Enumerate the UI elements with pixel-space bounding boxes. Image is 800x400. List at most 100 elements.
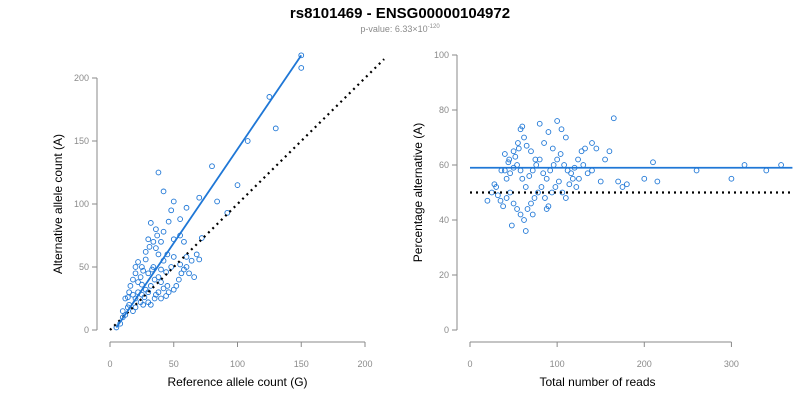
left-data-point [188, 257, 195, 264]
right-data-point [531, 195, 538, 201]
right-data-point [521, 217, 527, 223]
right-data-point [519, 175, 526, 182]
left-data-point [196, 256, 203, 263]
right-data-point [488, 189, 495, 196]
right-data-point [566, 181, 573, 188]
right-data-point [515, 145, 522, 152]
right-data-point [558, 126, 565, 133]
left-data-point [147, 220, 154, 226]
right-data-point [506, 156, 513, 163]
right-data-point [584, 170, 591, 177]
pvalue-text: p-value: 6.33×10 [360, 24, 428, 34]
right-data-point [497, 197, 504, 204]
right-data-point [529, 211, 536, 218]
left-data-point [154, 232, 161, 239]
left-reference-line [109, 58, 385, 331]
left-y-tick-label: 50 [79, 262, 89, 272]
right-data-point [510, 200, 517, 207]
left-data-point [209, 163, 215, 170]
left-data-point [170, 198, 177, 205]
right-data-point [538, 184, 545, 190]
left-data-point [140, 267, 147, 274]
left-data-point [147, 301, 154, 308]
left-data-point [177, 261, 183, 268]
left-data-point [168, 264, 175, 270]
right-data-point [580, 162, 587, 168]
left-data-point [135, 259, 141, 265]
left-data-point [124, 294, 131, 301]
right-data-point [693, 167, 700, 174]
right-y-tick-label: 0 [444, 325, 449, 335]
left-data-point [155, 169, 162, 176]
left-data-point [132, 270, 139, 277]
left-data-point [160, 285, 167, 292]
right-data-point [545, 129, 552, 135]
right-data-point [547, 167, 554, 174]
left-data-point [163, 293, 169, 299]
right-data-point [536, 156, 543, 163]
left-data-point [155, 274, 162, 280]
right-data-point [557, 151, 564, 157]
left-data-point [140, 301, 147, 308]
right-y-tick-label: 100 [434, 50, 449, 60]
left-data-point [146, 243, 153, 250]
right-data-point [529, 167, 536, 174]
left-data-point [155, 289, 162, 296]
right-data-point [517, 211, 524, 218]
right-data-point [514, 162, 520, 168]
left-y-tick-label: 0 [84, 325, 89, 335]
right-data-point [556, 178, 562, 185]
left-data-point [165, 218, 172, 225]
right-data-point [589, 167, 595, 174]
right-data-point [615, 178, 621, 185]
left-data-point [142, 256, 149, 263]
right-data-point [536, 120, 543, 127]
left-data-point [158, 295, 164, 302]
left-data-point [160, 188, 167, 195]
right-data-point [728, 175, 735, 182]
left-data-point [158, 279, 164, 285]
right-data-point [778, 162, 784, 168]
right-data-point [505, 159, 512, 166]
chart-title: rs8101469 - ENSG00000104972 [289, 5, 511, 22]
right-data-point [541, 140, 547, 146]
right-data-point [510, 148, 517, 155]
right-data-point [503, 175, 510, 182]
left-data-point [234, 182, 241, 188]
right-data-point [619, 184, 626, 190]
right-data-point [641, 175, 648, 182]
right-data-point [507, 189, 513, 196]
right-data-point [533, 162, 540, 168]
left-data-point [155, 251, 162, 258]
left-y-axis-title: Alternative allele count (A) [51, 134, 65, 274]
left-y-tick-label: 200 [74, 73, 89, 83]
left-data-point [214, 198, 220, 205]
left-y-tick-label: 100 [74, 199, 89, 209]
right-data-point [526, 173, 533, 179]
left-data-point [170, 286, 177, 293]
right-data-point [624, 181, 630, 188]
chart-subtitle: p-value: 6.33×10-120 [0, 24, 800, 34]
left-data-point [183, 264, 190, 270]
right-data-point [559, 189, 566, 196]
right-data-point [502, 151, 508, 157]
right-data-point [515, 140, 521, 146]
left-data-point [145, 289, 152, 296]
right-data-point [549, 145, 556, 152]
right-data-point [540, 170, 547, 177]
right-data-point [763, 167, 770, 174]
right-data-point [582, 145, 588, 152]
right-data-point [606, 148, 613, 155]
right-data-point [568, 170, 574, 177]
right-data-point [650, 159, 656, 166]
right-data-point [563, 134, 569, 141]
right-data-point [484, 197, 491, 204]
left-data-point [244, 138, 251, 144]
left-data-point [145, 270, 152, 277]
right-data-point [593, 145, 600, 152]
left-data-point [127, 283, 134, 289]
left-data-point [272, 125, 279, 132]
left-data-point [119, 308, 126, 314]
left-data-point [142, 249, 149, 255]
left-data-point [150, 238, 157, 245]
